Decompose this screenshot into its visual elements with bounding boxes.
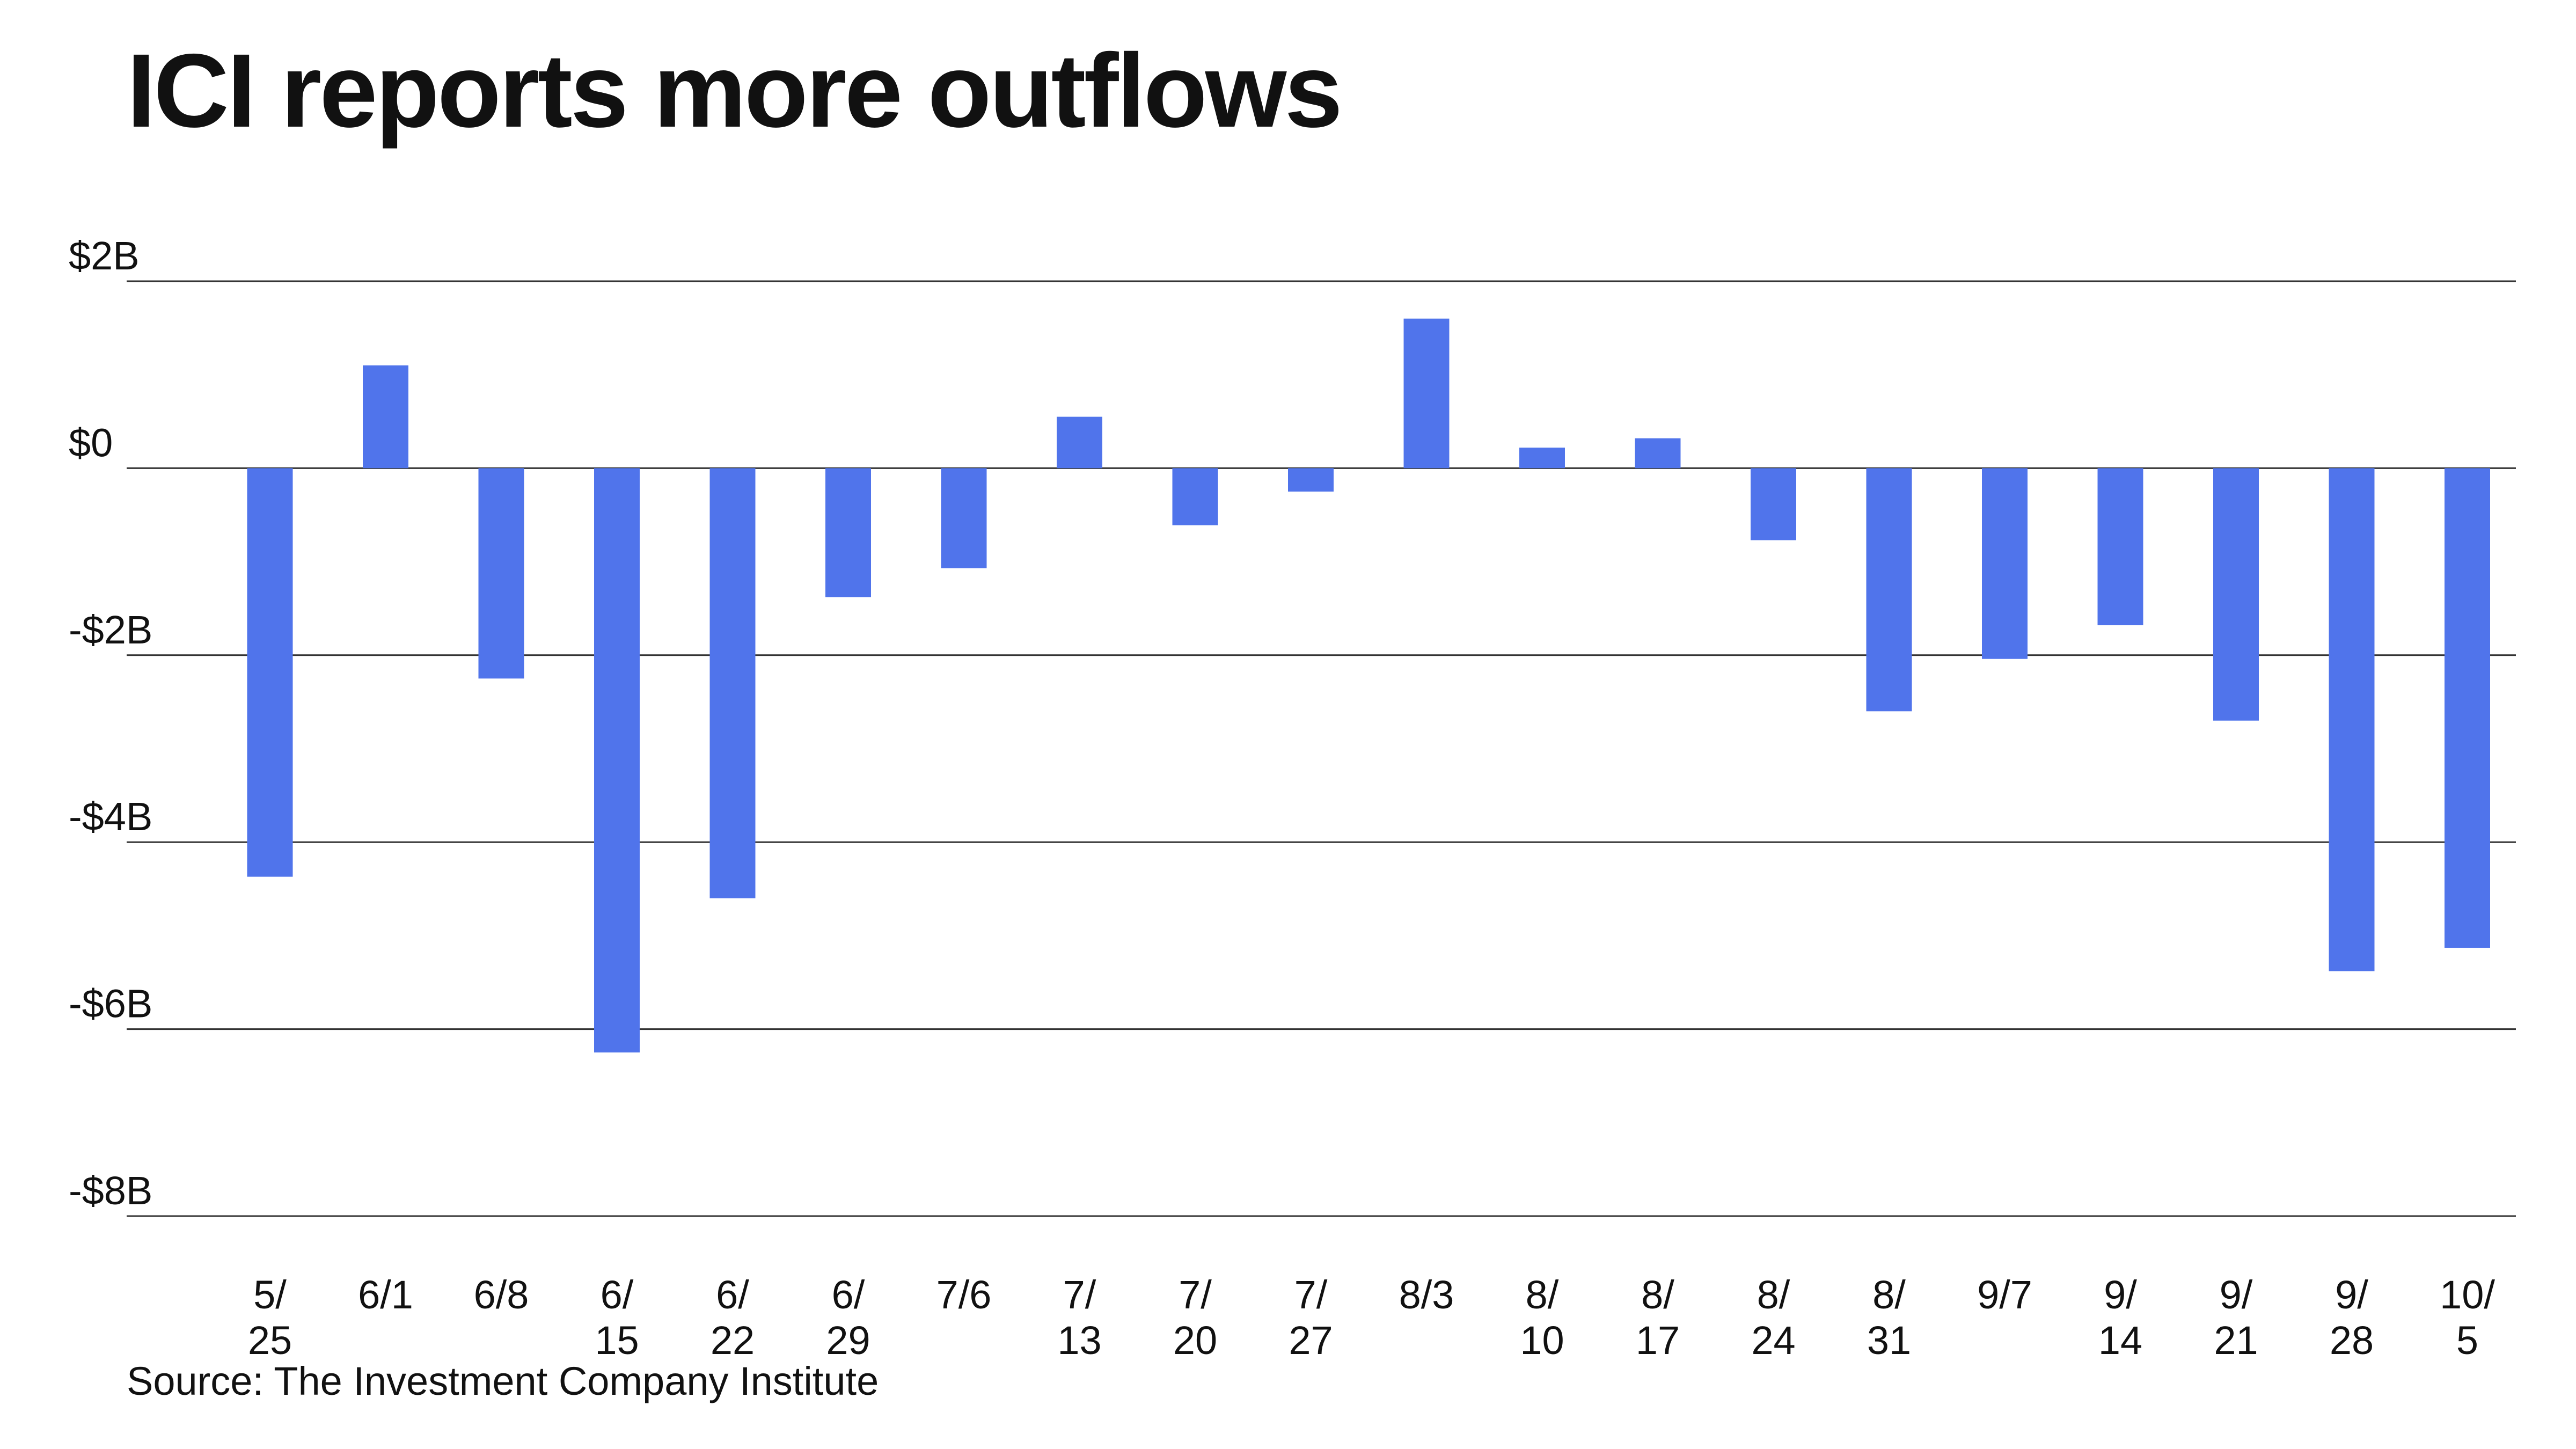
x-tick-label: 7/27	[1289, 1272, 1333, 1363]
x-tick-label: 8/3	[1399, 1272, 1454, 1317]
x-tick-label: 6/15	[595, 1272, 639, 1363]
bar-8-17	[1635, 438, 1681, 469]
x-tick-label: 9/7	[1977, 1272, 2032, 1317]
y-axis-tick-labels: $2B $0 -$2B -$4B -$6B -$8B	[69, 233, 152, 1213]
x-tick-label-line: 7/	[1294, 1272, 1328, 1317]
x-tick-label-line: 20	[1173, 1318, 1217, 1363]
bars	[247, 318, 2490, 1053]
y-tick-label: -$8B	[69, 1168, 152, 1213]
y-tick-label: $0	[69, 420, 113, 465]
bar-7-20	[1172, 468, 1218, 525]
bar-9-28	[2329, 468, 2375, 971]
x-tick-label-line: 9/7	[1977, 1272, 2032, 1317]
bar-9-21	[2213, 468, 2259, 721]
bar-8-31	[1866, 468, 1912, 712]
x-tick-label-line: 5	[2456, 1318, 2478, 1363]
x-tick-label: 9/28	[2330, 1272, 2374, 1363]
source-note: Source: The Investment Company Institute	[127, 1359, 879, 1403]
bar-6-15	[594, 468, 640, 1053]
x-tick-label-line: 10	[1520, 1318, 1564, 1363]
x-tick-label-line: 7/	[1179, 1272, 1212, 1317]
y-tick-label: -$4B	[69, 794, 152, 839]
x-tick-label: 6/8	[474, 1272, 529, 1317]
x-tick-label: 10/5	[2440, 1272, 2495, 1363]
bar-5-25	[247, 468, 293, 877]
x-tick-label-line: 9/	[2335, 1272, 2368, 1317]
x-tick-label-line: 27	[1289, 1318, 1333, 1363]
x-axis-tick-labels: 5/256/1 6/8 6/156/226/297/6 7/137/207/278/3…	[248, 1272, 2496, 1363]
x-tick-label: 7/13	[1057, 1272, 1101, 1363]
x-tick-label: 8/17	[1636, 1272, 1680, 1363]
x-tick-label-line: 15	[595, 1318, 639, 1363]
bar-9-7	[1982, 468, 2028, 659]
x-tick-label-line: 17	[1636, 1318, 1680, 1363]
y-tick-label: -$2B	[69, 608, 152, 652]
x-tick-label-line: 21	[2214, 1318, 2258, 1363]
x-tick-label: 8/31	[1867, 1272, 1911, 1363]
chart-title: ICI reports more outflows	[127, 32, 1343, 149]
x-tick-label: 5/25	[248, 1272, 292, 1363]
x-tick-label-line: 25	[248, 1318, 292, 1363]
bar-7-6	[941, 468, 987, 568]
x-tick-label: 8/10	[1520, 1272, 1564, 1363]
x-tick-label-line: 6/	[716, 1272, 749, 1317]
x-tick-label-line: 31	[1867, 1318, 1911, 1363]
x-tick-label-line: 6/1	[358, 1272, 413, 1317]
bar-8-3	[1403, 318, 1450, 469]
bar-6-22	[709, 468, 756, 898]
x-tick-label-line: 28	[2330, 1318, 2374, 1363]
x-tick-label-line: 6/8	[474, 1272, 529, 1317]
bar-8-10	[1519, 448, 1565, 469]
y-tick-label: -$6B	[69, 982, 152, 1026]
x-tick-label-line: 8/	[1872, 1272, 1906, 1317]
bar-10-5	[2445, 468, 2490, 948]
x-tick-label-line: 22	[711, 1318, 755, 1363]
x-tick-label: 7/20	[1173, 1272, 1217, 1363]
x-tick-label-line: 24	[1751, 1318, 1795, 1363]
x-tick-label-line: 7/	[1063, 1272, 1096, 1317]
y-tick-label: $2B	[69, 233, 140, 278]
x-tick-label-line: 29	[826, 1318, 870, 1363]
bar-6-1	[363, 365, 408, 469]
x-tick-label: 7/6	[936, 1272, 992, 1317]
x-tick-label: 6/1	[358, 1272, 413, 1317]
x-tick-label-line: 6/	[832, 1272, 865, 1317]
x-tick-label: 6/29	[826, 1272, 870, 1363]
bar-6-8	[478, 468, 524, 679]
bar-7-27	[1288, 468, 1334, 492]
x-tick-label: 6/22	[711, 1272, 755, 1363]
gridlines	[127, 280, 2516, 1217]
x-tick-label-line: 8/3	[1399, 1272, 1454, 1317]
x-tick-label-line: 9/	[2220, 1272, 2253, 1317]
x-tick-label-line: 8/	[1641, 1272, 1674, 1317]
x-tick-label-line: 13	[1057, 1318, 1101, 1363]
x-tick-label-line: 5/	[253, 1272, 287, 1317]
x-tick-label: 9/14	[2098, 1272, 2142, 1363]
x-tick-label-line: 14	[2098, 1318, 2142, 1363]
x-tick-label-line: 7/6	[936, 1272, 992, 1317]
bar-6-29	[825, 468, 871, 597]
x-tick-label: 8/24	[1751, 1272, 1795, 1363]
x-tick-label-line: 6/	[601, 1272, 634, 1317]
bar-9-14	[2097, 468, 2143, 626]
x-tick-label-line: 8/	[1757, 1272, 1790, 1317]
x-tick-label-line: 8/	[1526, 1272, 1559, 1317]
x-tick-label-line: 10/	[2440, 1272, 2495, 1317]
x-tick-label: 9/21	[2214, 1272, 2258, 1363]
x-tick-label-line: 9/	[2104, 1272, 2137, 1317]
bar-7-13	[1057, 416, 1102, 469]
bar-8-24	[1751, 468, 1796, 540]
